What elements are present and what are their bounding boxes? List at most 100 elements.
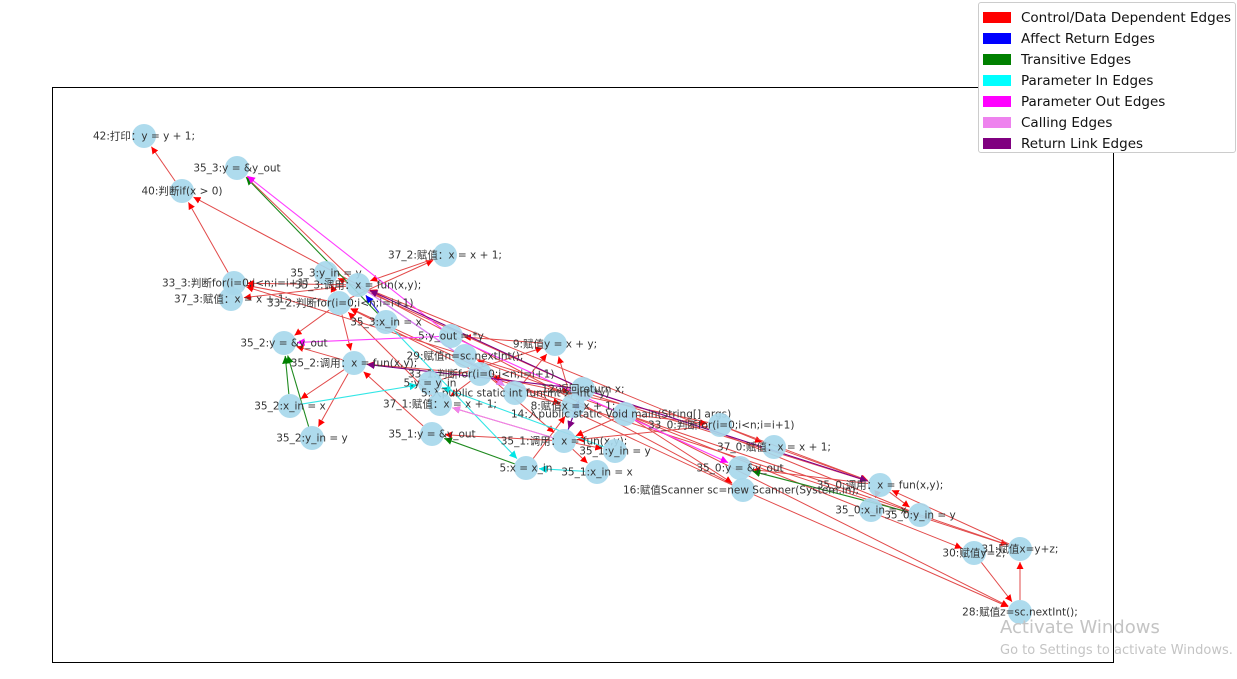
edge-control bbox=[187, 202, 229, 273]
graph-node: 8:赋值x = x + 1; bbox=[531, 394, 616, 418]
graph-node: 35_1:x_in = x bbox=[561, 460, 633, 484]
edge-transitive bbox=[286, 355, 310, 427]
edge-control bbox=[463, 334, 544, 344]
node-circle bbox=[346, 273, 370, 297]
edge-control bbox=[526, 395, 561, 406]
node-circle bbox=[561, 394, 585, 418]
edge-control bbox=[635, 418, 1009, 607]
legend-label: Calling Edges bbox=[1021, 114, 1113, 131]
legend-swatch bbox=[983, 138, 1011, 149]
edge-control bbox=[575, 442, 603, 451]
node-label: 12:返回return x; bbox=[541, 384, 624, 396]
legend-item-return-link: Return Link Edges bbox=[983, 133, 1231, 154]
graph-node: 42:打印：y = y + 1; bbox=[93, 124, 195, 148]
edge-control bbox=[294, 309, 330, 336]
edge-control bbox=[753, 494, 1009, 608]
legend-label: Return Link Edges bbox=[1021, 135, 1144, 152]
legend-swatch bbox=[983, 96, 1011, 107]
edge-param-in bbox=[301, 382, 418, 405]
nodes-layer: 42:打印：y = y + 1; 35_3:y = &y_out 40:判断if(x… bbox=[93, 124, 1078, 624]
legend-swatch bbox=[983, 117, 1011, 128]
node-circle bbox=[868, 473, 892, 497]
node-label: 8:赋值x = x + 1; bbox=[531, 400, 616, 413]
graph-node: 35_1:调用：x = fun(x,y); bbox=[501, 429, 627, 453]
edges-layer bbox=[150, 146, 1024, 608]
node-circle bbox=[962, 541, 986, 565]
plot-frame bbox=[52, 87, 1114, 663]
edge-control bbox=[636, 417, 1008, 546]
graph-node: 29:赋值n=sc.nextInt(); bbox=[407, 344, 523, 368]
node-circle bbox=[418, 371, 442, 395]
node-circle bbox=[342, 351, 366, 375]
node-circle bbox=[603, 439, 627, 463]
graph-node: 5:y_out = *y bbox=[418, 324, 484, 348]
node-circle bbox=[1008, 600, 1032, 624]
graph-node: 33_1:判断for(i=0;i<n;i=i+1) bbox=[408, 362, 554, 386]
graph-node: 16:赋值Scanner sc=new Scanner(System.in); bbox=[623, 478, 859, 502]
legend-swatch bbox=[983, 75, 1011, 86]
graph-node: 5:y = y_in bbox=[404, 371, 457, 395]
node-circle bbox=[132, 124, 156, 148]
edge-control bbox=[296, 345, 343, 361]
watermark-subtitle: Go to Settings to activate Windows. bbox=[1000, 643, 1233, 658]
edge-control bbox=[150, 146, 176, 182]
edge-transitive bbox=[282, 355, 290, 395]
legend-label: Control/Data Dependent Edges bbox=[1021, 9, 1232, 26]
node-circle bbox=[272, 331, 296, 355]
edge-control bbox=[363, 371, 424, 427]
graph-node: 28:赋值z=sc.nextInt(); bbox=[962, 600, 1078, 624]
node-circle bbox=[613, 402, 637, 426]
edge-param-in bbox=[442, 386, 604, 448]
graph-node: 35_1:y = &y_out bbox=[388, 422, 476, 446]
node-circle bbox=[1008, 537, 1032, 561]
node-circle bbox=[428, 392, 452, 416]
legend-label: Affect Return Edges bbox=[1021, 30, 1155, 47]
edge-control bbox=[572, 448, 588, 464]
legend-swatch bbox=[983, 33, 1011, 44]
node-label: 9:赋值y = x + y; bbox=[513, 338, 597, 351]
node-label: 5:y_out = *y bbox=[418, 331, 484, 343]
graph-node: 37_1:赋值：x = x + 1; bbox=[383, 392, 497, 416]
edge-control bbox=[317, 373, 349, 427]
node-label: 33_0:判断for(i=0;i<n;i=i+1) bbox=[648, 419, 794, 432]
legend-item-affect-return: Affect Return Edges bbox=[983, 28, 1231, 49]
legend-item-parameter-out: Parameter Out Edges bbox=[983, 91, 1231, 112]
node-circle bbox=[420, 422, 444, 446]
graph-node: 35_0:调用：x = fun(x,y); bbox=[817, 473, 943, 497]
node-circle bbox=[514, 456, 538, 480]
graph-node: 35_3:y = &y_out bbox=[193, 156, 281, 180]
node-label: 14:入public static Void main(String[] arg… bbox=[511, 409, 731, 421]
node-label: 35_2:x_in = x bbox=[254, 401, 326, 413]
edge-return-link bbox=[594, 392, 868, 483]
graph-node: 35_3:y_in = y bbox=[290, 261, 362, 285]
node-circle bbox=[439, 324, 463, 348]
edge-param-out bbox=[461, 340, 729, 464]
node-circle bbox=[374, 310, 398, 334]
graph-node: 35_3:x_in = x bbox=[350, 310, 422, 334]
node-circle bbox=[731, 478, 755, 502]
graph-node: 9:赋值y = x + y; bbox=[513, 332, 597, 356]
edge-calling bbox=[452, 406, 553, 439]
node-circle bbox=[327, 291, 351, 315]
edge-control bbox=[300, 369, 345, 400]
graph-node: 37_0:赋值：x = x + 1; bbox=[717, 435, 831, 459]
edge-control bbox=[532, 416, 566, 459]
edge-control bbox=[575, 418, 615, 437]
node-circle bbox=[170, 179, 194, 203]
edge-control bbox=[576, 425, 709, 443]
legend-item-control-data: Control/Data Dependent Edges bbox=[983, 7, 1231, 28]
edge-control bbox=[330, 284, 338, 293]
edge-transitive bbox=[752, 469, 909, 513]
edge-control bbox=[246, 283, 328, 302]
graph-node: 35_2:y = &y_out bbox=[240, 331, 328, 355]
graph-node: 31:赋值x=y+z; bbox=[982, 537, 1058, 561]
node-label: 28:赋值z=sc.nextInt(); bbox=[962, 606, 1078, 619]
node-circle bbox=[314, 261, 338, 285]
legend-swatch bbox=[983, 12, 1011, 23]
edge-param-out bbox=[246, 175, 442, 330]
node-label: 35_0:x_in = x bbox=[835, 505, 907, 517]
node-label: 35_3:调用：x = fun(x,y); bbox=[295, 280, 422, 292]
node-circle bbox=[433, 243, 457, 267]
node-label: 5:y = y_in bbox=[404, 378, 457, 390]
